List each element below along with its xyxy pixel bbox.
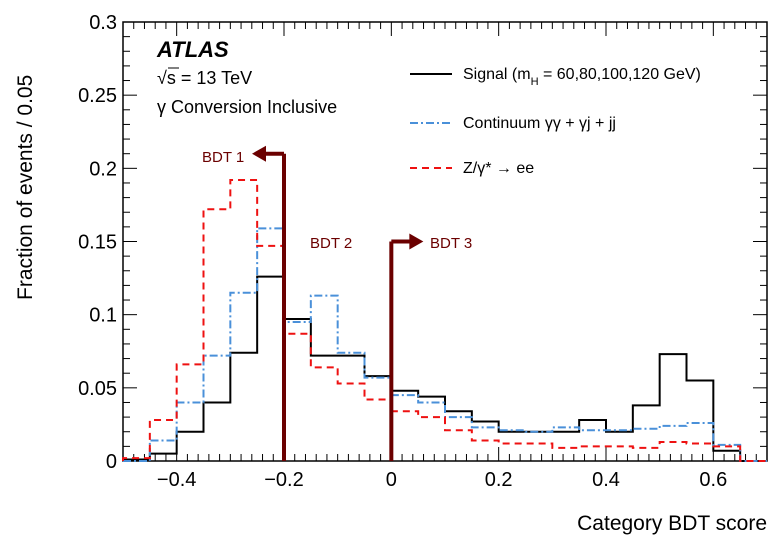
legend-label-zee: Z/γ* → ee (463, 160, 534, 177)
legend-signal-rest: = 60,80,100,120 GeV) (539, 66, 701, 83)
energy-value: s = 13 TeV (167, 68, 252, 88)
bdt-cut-arrows (252, 145, 424, 461)
y-tick-label: 0.15 (78, 232, 117, 254)
legend-signal-sub: H (531, 76, 539, 88)
x-axis-ticks: −0.4 −0.2 0 0.2 0.4 0.6 (122, 22, 768, 491)
x-tick-label: 0.2 (485, 469, 513, 491)
sqrt-symbol: √ (157, 68, 167, 88)
cut-label-bdt3: BDT 3 (430, 235, 472, 252)
legend: Signal (mH = 60,80,100,120 GeV) Continuu… (410, 66, 701, 177)
atlas-label: ATLAS (156, 37, 229, 62)
legend-label-signal: Signal (mH = 60,80,100,120 GeV) (463, 66, 701, 88)
y-tick-label: 0.2 (89, 158, 117, 180)
histogram-series (122, 179, 767, 462)
y-tick-label: 0.3 (89, 12, 117, 34)
x-tick-label: −0.4 (157, 469, 196, 491)
y-tick-label: 0.1 (89, 305, 117, 327)
legend-signal-main: Signal (m (463, 66, 531, 83)
x-axis-title: Category BDT score (577, 512, 767, 535)
y-tick-label: 0 (106, 451, 117, 473)
x-tick-label: 0.4 (592, 469, 620, 491)
cut-arrow-head (252, 145, 266, 162)
x-tick-label: −0.2 (264, 469, 303, 491)
x-tick-label: 0.6 (699, 469, 727, 491)
cut-label-bdt1: BDT 1 (202, 149, 244, 166)
y-tick-label: 0.25 (78, 85, 117, 107)
energy-label: √s = 13 TeV (157, 68, 252, 88)
legend-label-continuum: Continuum γγ + γj + jj (463, 115, 616, 132)
histogram-line (122, 179, 767, 462)
histogram-line (122, 275, 767, 462)
x-tick-label: 0 (386, 469, 397, 491)
cut-label-bdt2: BDT 2 (310, 235, 352, 252)
y-axis-title: Fraction of events / 0.05 (14, 75, 37, 300)
y-tick-label: 0.05 (78, 378, 117, 400)
category-label: γ Conversion Inclusive (157, 97, 337, 117)
y-axis-ticks: 0 0.05 0.1 0.15 0.2 0.25 0.3 (78, 12, 767, 473)
cut-arrow-head (409, 233, 424, 250)
histogram-line (123, 227, 767, 462)
